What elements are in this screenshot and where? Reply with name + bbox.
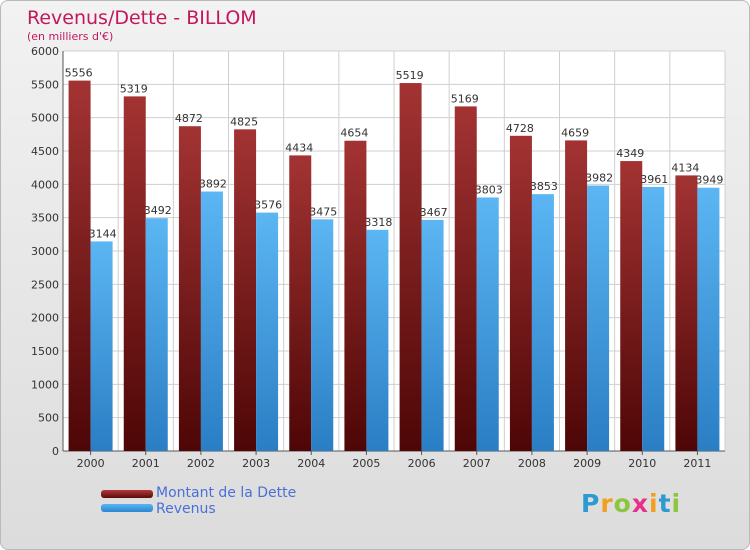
x-tick-label: 2003 — [242, 457, 270, 470]
bar-revenue — [200, 191, 223, 452]
bar-debt — [234, 129, 257, 452]
x-tick-label: 2005 — [352, 457, 380, 470]
logo-letter: r — [600, 489, 614, 518]
y-tick-label: 3500 — [31, 212, 59, 225]
y-tick-label: 2000 — [31, 312, 59, 325]
bars — [68, 80, 720, 452]
chart-title: Revenus/Dette - BILLOM — [27, 7, 257, 29]
data-label-revenue: 3576 — [254, 199, 282, 212]
data-label-debt: 4872 — [175, 112, 203, 125]
legend-swatch-debt — [101, 490, 153, 498]
logo-letter: P — [581, 489, 601, 518]
data-label-revenue: 3892 — [199, 178, 227, 191]
bar-revenue — [587, 185, 610, 452]
data-label-debt: 4728 — [506, 122, 534, 135]
data-label-revenue: 3467 — [420, 206, 448, 219]
bar-debt — [509, 135, 532, 452]
data-label-debt: 4134 — [671, 161, 699, 174]
logo-letter: i — [649, 489, 659, 518]
y-tick-label: 1500 — [31, 345, 59, 358]
y-tick-label: 1000 — [31, 378, 59, 391]
data-label-debt: 5556 — [65, 67, 93, 80]
chart-subtitle: (en milliers d'€) — [27, 30, 114, 43]
logo-letter: x — [631, 489, 649, 518]
bar-chart: 0 500 1000 1500 2000 2500 3000 3500 4000 4500 5000… — [31, 45, 726, 470]
bar-debt — [123, 96, 146, 452]
x-tick-label: 2006 — [408, 457, 436, 470]
y-tick-label: 0 — [52, 445, 59, 458]
data-label-revenue: 3144 — [89, 227, 117, 240]
y-tick-label: 5500 — [31, 78, 59, 91]
logo-letter: i — [671, 489, 682, 518]
bar-debt — [620, 161, 643, 452]
legend-label-debt: Montant de la Dette — [156, 485, 297, 501]
y-tick-label: 6000 — [31, 45, 59, 58]
data-label-debt: 4659 — [561, 126, 589, 139]
axes: 0 500 1000 1500 2000 2500 3000 3500 4000 4500 5000… — [31, 45, 725, 470]
x-tick-label: 2002 — [187, 457, 215, 470]
legend-label-revenue: Revenus — [156, 501, 216, 517]
data-label-debt: 5169 — [451, 92, 479, 105]
x-tick-label: 2004 — [297, 457, 325, 470]
data-label-debt: 4349 — [616, 147, 644, 160]
y-tick-label: 2500 — [31, 278, 59, 291]
bar-revenue — [311, 219, 334, 451]
bar-debt — [344, 140, 367, 451]
bar-revenue — [421, 219, 444, 451]
y-tick-label: 4500 — [31, 145, 59, 158]
legend-swatch-revenue — [101, 504, 153, 512]
bar-revenue — [145, 218, 168, 451]
y-tick-label: 500 — [38, 412, 59, 425]
data-label-debt: 4654 — [340, 127, 368, 140]
bar-revenue — [531, 194, 554, 451]
bar-debt — [399, 83, 422, 452]
bar-revenue — [90, 241, 113, 451]
data-label-debt: 4434 — [285, 141, 313, 154]
data-label-revenue: 3803 — [475, 183, 503, 196]
bar-debt — [178, 126, 201, 451]
data-labels: 5556 3144 5319 3492 4872 3892 4825 3576 4434 3475… — [65, 67, 724, 241]
y-tick-label: 3000 — [31, 245, 59, 258]
bar-revenue — [476, 197, 499, 451]
bar-debt — [565, 140, 588, 451]
data-label-revenue: 3853 — [530, 180, 558, 193]
data-label-debt: 4825 — [230, 115, 258, 128]
bar-revenue — [256, 212, 279, 451]
bar-revenue — [642, 186, 665, 451]
data-label-revenue: 3949 — [695, 174, 723, 187]
data-label-debt: 5519 — [396, 69, 424, 82]
y-tick-label: 5000 — [31, 112, 59, 125]
x-tick-label: 2001 — [132, 457, 160, 470]
data-label-revenue: 3318 — [364, 216, 392, 229]
x-tick-label: 2009 — [573, 457, 601, 470]
bar-revenue — [697, 187, 720, 451]
bar-revenue — [366, 229, 389, 451]
logo-letter: o — [613, 489, 632, 518]
x-tick-label: 2008 — [518, 457, 546, 470]
data-label-revenue: 3961 — [640, 173, 668, 186]
y-tick-label: 4000 — [31, 178, 59, 191]
x-tick-label: 2007 — [463, 457, 491, 470]
x-tick-label: 2000 — [77, 457, 105, 470]
bar-debt — [675, 175, 698, 451]
data-label-debt: 5319 — [120, 82, 148, 95]
grid — [62, 50, 726, 452]
bar-debt — [289, 155, 312, 451]
bar-debt — [68, 80, 91, 451]
proxiti-logo: Proxiti — [581, 489, 681, 518]
bar-debt — [454, 106, 477, 452]
x-tick-label: 2010 — [628, 457, 656, 470]
x-tick-label: 2011 — [683, 457, 711, 470]
logo-letter: t — [658, 489, 672, 518]
data-label-revenue: 3492 — [144, 204, 172, 217]
data-label-revenue: 3475 — [309, 205, 337, 218]
data-label-revenue: 3982 — [585, 172, 613, 185]
